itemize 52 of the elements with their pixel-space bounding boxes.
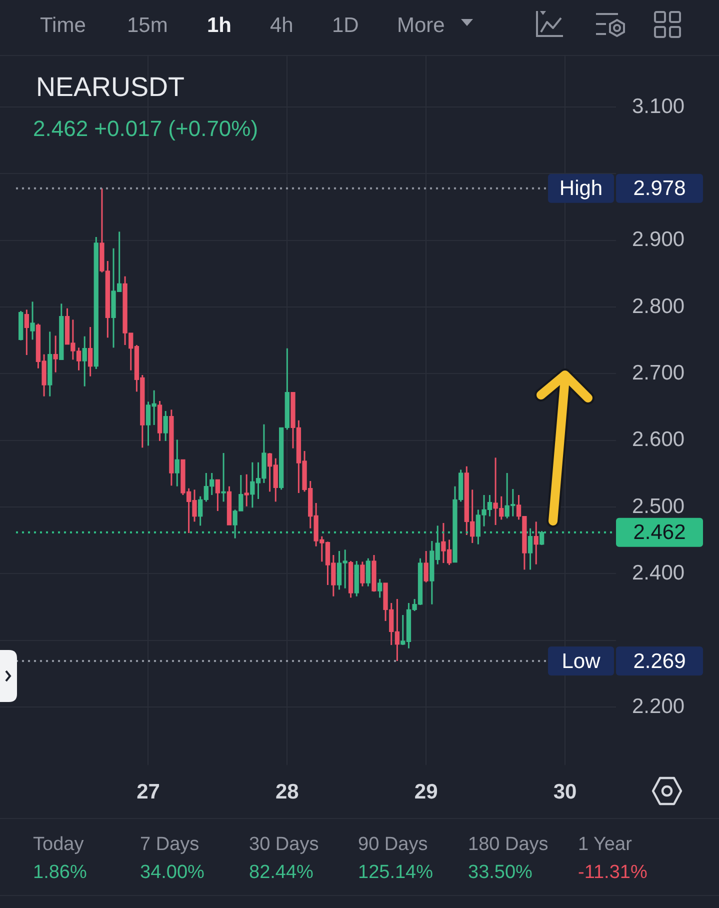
text: 2.269 bbox=[633, 650, 686, 673]
y-tick-label: 2.600 bbox=[632, 428, 685, 452]
candlestick bbox=[53, 334, 58, 374]
y-tick-label: 2.900 bbox=[632, 228, 685, 252]
text: More bbox=[397, 14, 445, 37]
text: 2.462 bbox=[633, 521, 686, 544]
candlestick bbox=[174, 438, 180, 488]
text: 30 Days bbox=[249, 834, 319, 855]
text: 33.50% bbox=[468, 862, 532, 883]
candlestick bbox=[360, 560, 365, 588]
text: NEARUSDT bbox=[36, 72, 185, 102]
ref-line-label: High bbox=[559, 177, 603, 200]
x-tick-label: 29 bbox=[414, 780, 438, 804]
candlestick bbox=[221, 452, 226, 502]
candlestick bbox=[377, 578, 382, 598]
text: 34.00% bbox=[140, 862, 204, 883]
candlestick bbox=[534, 520, 538, 566]
text: 4h bbox=[270, 14, 294, 37]
text: 2.978 bbox=[633, 177, 686, 200]
text: Time bbox=[40, 14, 86, 37]
candlestick bbox=[82, 336, 87, 388]
candlestick bbox=[30, 300, 35, 340]
candlestick bbox=[88, 326, 93, 378]
text: 1.86% bbox=[33, 862, 87, 883]
x-tick-label: 28 bbox=[275, 780, 300, 804]
text: 1h bbox=[207, 14, 232, 37]
candlestick bbox=[24, 308, 30, 356]
x-tick-label: 27 bbox=[136, 780, 160, 804]
text: 1 Year bbox=[578, 834, 632, 855]
ref-line-label: Low bbox=[562, 650, 602, 673]
y-tick-label: 2.700 bbox=[632, 361, 685, 384]
text: 125.14% bbox=[358, 862, 434, 883]
candlestick bbox=[244, 474, 249, 508]
candlestick bbox=[366, 558, 370, 588]
y-tick-label: 2.800 bbox=[632, 294, 685, 318]
candlestick bbox=[163, 410, 168, 442]
y-tick-label: 2.200 bbox=[632, 694, 685, 718]
text: 7 Days bbox=[140, 834, 200, 855]
x-tick-label: 30 bbox=[553, 780, 577, 804]
text: 2.462 +0.017 (+0.70%) bbox=[33, 116, 258, 141]
text: 180 Days bbox=[468, 834, 548, 855]
y-tick-label: 3.100 bbox=[632, 94, 685, 118]
y-tick-label: 2.500 bbox=[632, 494, 685, 518]
text: 15m bbox=[127, 14, 168, 37]
candlestick bbox=[215, 478, 220, 512]
text: -11.31% bbox=[578, 862, 648, 883]
text: 90 Days bbox=[358, 834, 428, 855]
y-tick-label: 2.400 bbox=[632, 561, 685, 584]
text: 82.44% bbox=[249, 862, 314, 883]
text: Today bbox=[33, 834, 84, 855]
candlestick bbox=[424, 550, 428, 584]
text: 1D bbox=[332, 14, 359, 37]
